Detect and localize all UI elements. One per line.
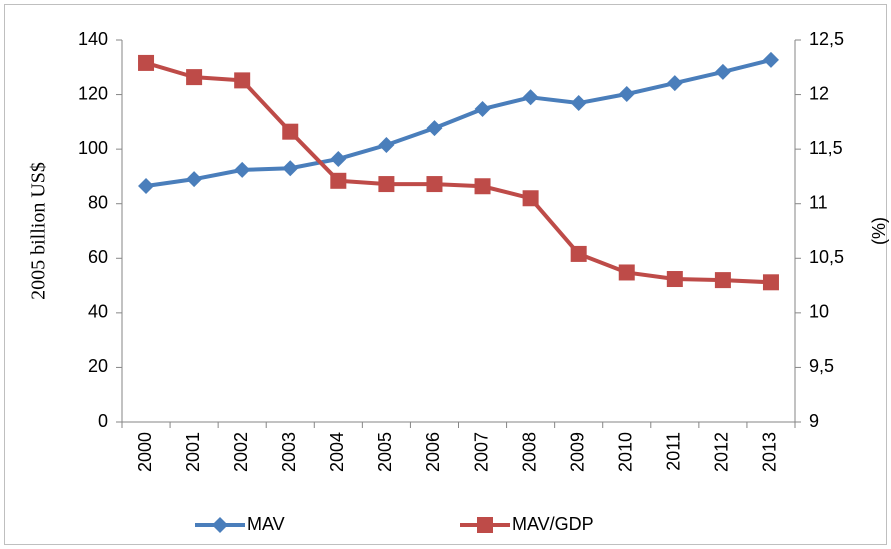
x-tick-label: 2007 [471,432,491,472]
y-tick-label: 120 [78,83,108,103]
data-point [378,137,395,154]
y2-tick-label: 9,5 [809,356,834,376]
y-tick-label: 60 [88,247,108,267]
y2-axis-label: (%) [869,217,889,245]
legend-marker [212,517,228,533]
x-tick-label: 2002 [231,432,251,472]
y2-tick-label: 12 [809,83,829,103]
y-axis-label: 2005 billion US$ [28,162,50,300]
data-point [426,176,443,193]
y2-tick-label: 9 [809,411,819,431]
y2-tick-label: 12,5 [809,29,844,49]
data-point [666,75,683,92]
y2-tick-label: 10 [809,302,829,322]
y2-tick-label: 10,5 [809,247,844,267]
x-tick-label: 2012 [712,432,732,472]
chart-frame [4,4,887,545]
legend-marker [477,517,493,533]
data-point [186,171,203,188]
data-point [186,69,203,86]
data-point [234,161,251,178]
legend-label: MAV [247,514,285,534]
x-tick-label: 2013 [760,432,780,472]
y2-tick-label: 11,5 [809,138,843,158]
x-tick-label: 2009 [567,432,587,472]
x-tick-label: 2010 [616,432,636,472]
data-point [282,123,299,140]
data-point [618,86,635,103]
x-tick-label: 2005 [375,432,395,472]
data-point [570,95,587,112]
data-point [474,101,491,118]
data-point [714,63,731,80]
series-line [145,61,772,285]
x-tick-label: 2000 [135,432,155,472]
y-tick-label: 140 [78,29,108,49]
data-point [426,120,443,137]
x-tick-label: 2004 [327,432,347,472]
y-tick-label: 40 [88,302,108,322]
x-tick-label: 2001 [183,432,203,472]
data-point [618,264,635,281]
y2-tick-label: 11 [809,192,828,212]
data-point [138,177,155,194]
legend-label: MAV/GDP [512,514,594,534]
x-tick-label: 2011 [664,432,684,471]
y-tick-label: 0 [98,411,108,431]
x-tick-label: 2006 [423,432,443,472]
x-tick-label: 2008 [519,432,539,472]
y-tick-label: 100 [78,138,108,158]
data-point [570,245,587,262]
data-point [522,89,539,106]
y-tick-label: 80 [88,192,108,212]
data-point [330,172,347,189]
data-point [762,51,779,68]
data-point [330,150,347,167]
data-point [378,176,395,193]
x-tick-label: 2003 [279,432,299,472]
data-point [234,72,251,89]
data-point [666,271,683,288]
data-point [522,190,539,207]
data-point [282,160,299,177]
series-line [145,57,772,188]
data-point [138,54,155,71]
y-tick-label: 20 [88,356,108,376]
data-point [714,272,731,289]
data-point [474,178,491,195]
data-point [762,274,779,291]
